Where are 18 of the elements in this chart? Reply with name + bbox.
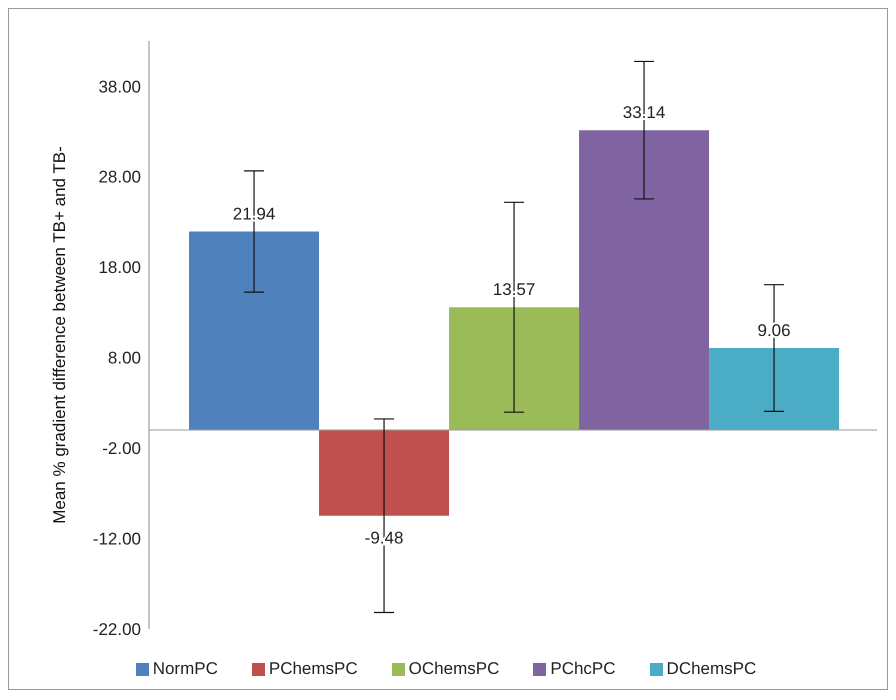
- bar: [579, 130, 710, 430]
- y-tick-label: -22.00: [92, 620, 141, 640]
- legend-label: OChemsPC: [408, 659, 500, 678]
- bar: [449, 307, 580, 430]
- legend-label: NormPC: [152, 659, 218, 678]
- y-tick-label: 8.00: [108, 348, 141, 368]
- y-tick-label: -2.00: [102, 439, 141, 458]
- y-tick-label: 18.00: [98, 258, 141, 278]
- y-tick-label: 38.00: [98, 77, 141, 96]
- y-tick-label: -12.00: [92, 530, 141, 549]
- legend-label: DChemsPC: [666, 659, 756, 678]
- legend-label: PChcPC: [550, 659, 616, 678]
- bar: [709, 348, 840, 430]
- bar: [319, 430, 450, 516]
- y-axis-title: Mean % gradient difference between TB+ and TB-: [50, 146, 70, 524]
- y-tick-label: 28.00: [98, 168, 141, 187]
- bar: [189, 232, 320, 430]
- legend-label: PChemsPC: [268, 659, 358, 678]
